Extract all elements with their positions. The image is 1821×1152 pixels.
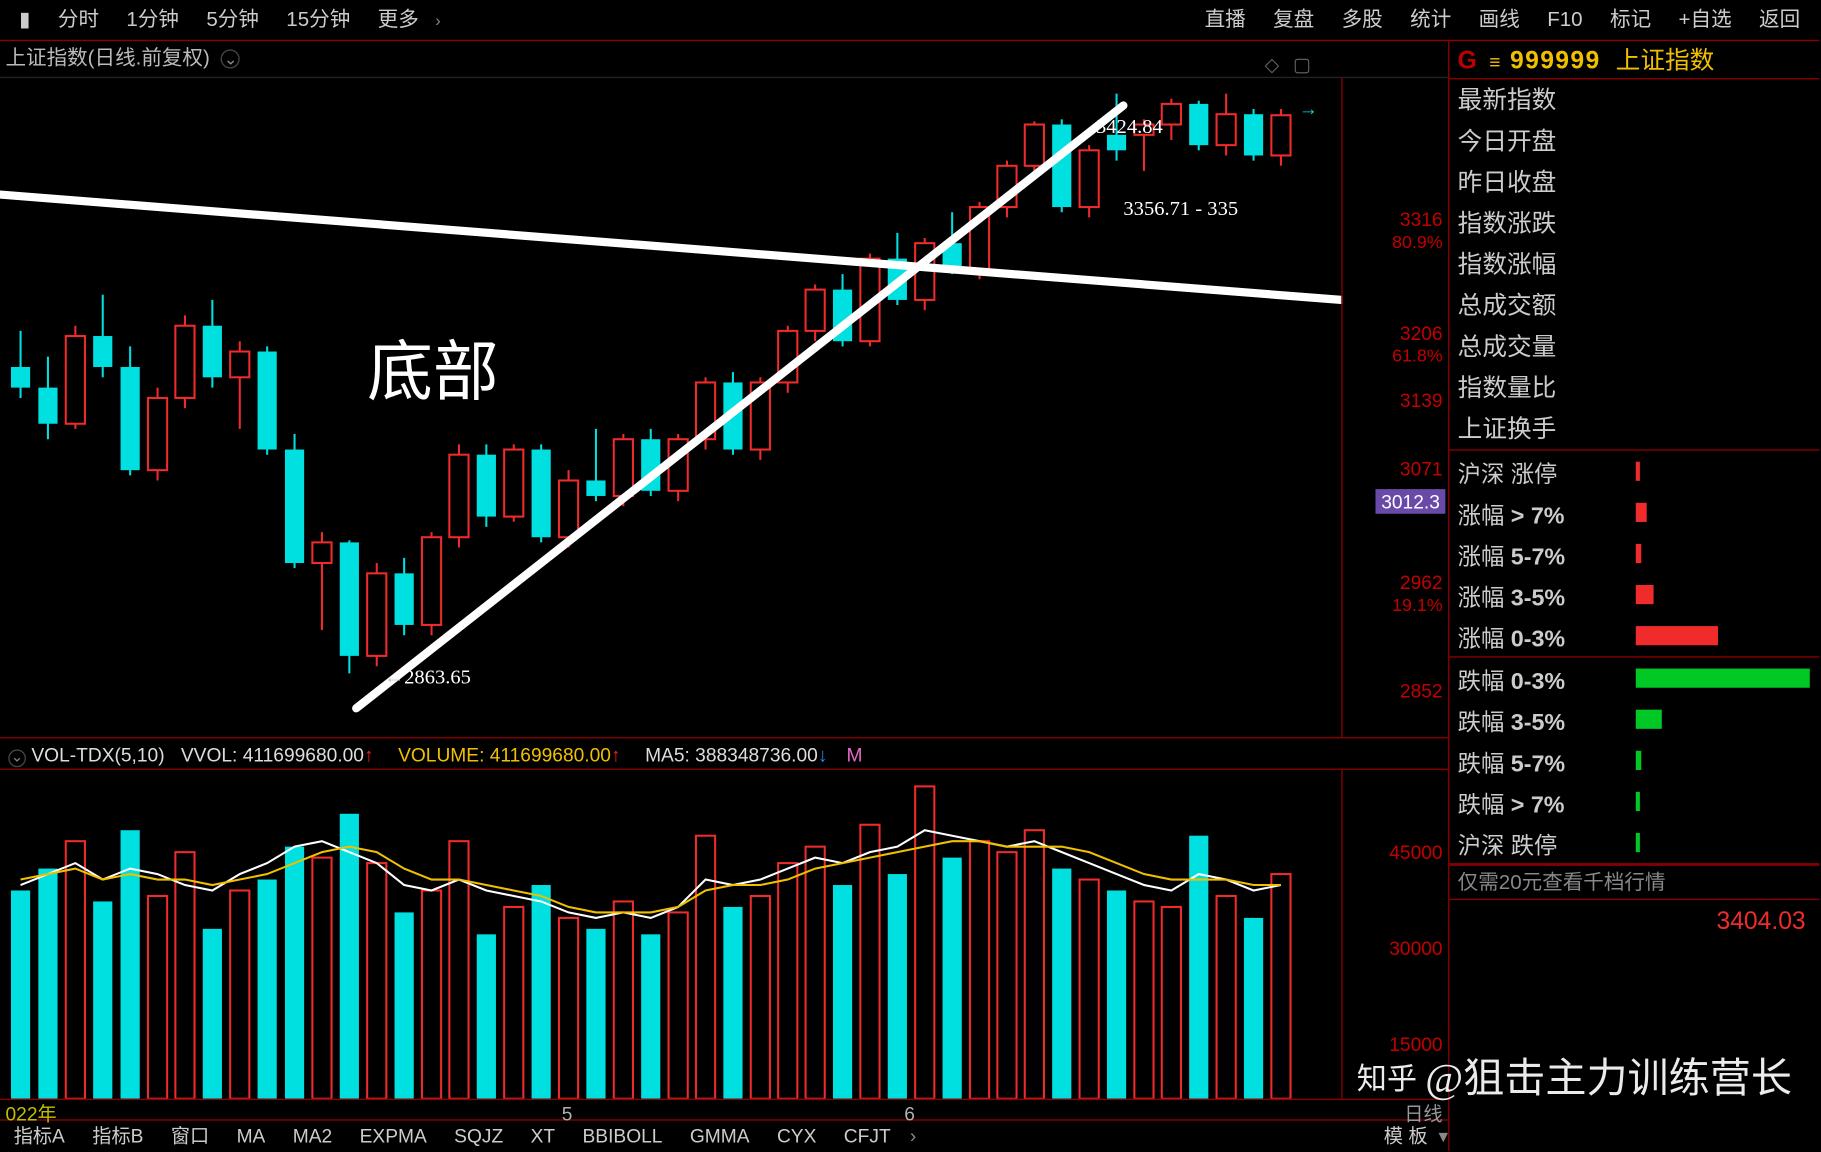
title-dropdown-icon[interactable]: ⌄ — [221, 49, 240, 68]
stock-info-list: 最新指数今日开盘昨日收盘指数涨跌指数涨幅总成交额总成交量指数量比上证换手 — [1449, 79, 1819, 450]
indicator-tab-1[interactable]: 指标B — [79, 1125, 158, 1147]
month-label-2: 6 — [904, 1100, 915, 1127]
indicator-tab-5[interactable]: EXPMA — [346, 1125, 441, 1147]
indicator-tab-7[interactable]: XT — [517, 1125, 569, 1147]
info-row-5: 总成交额 — [1449, 285, 1819, 326]
rp-up-row-2: 涨幅 5-7% — [1449, 533, 1819, 574]
price-tick: 331680.9% — [1392, 208, 1443, 252]
volume-y-axis: 45000 30000 15000 — [1341, 770, 1448, 1099]
candlestick-chart[interactable]: → 底部 3424.84 3356.71 - 335 ←2863.65 3316… — [0, 77, 1448, 737]
year-label: 022年 — [5, 1100, 56, 1127]
vol-label: VOL-TDX(5,10) — [31, 744, 164, 766]
vol-tick: 15000 — [1389, 1033, 1442, 1055]
price-tick: 296219.1% — [1392, 571, 1443, 615]
indicator-tab-2[interactable]: 窗口 — [157, 1125, 223, 1147]
timeframe-label: 日线 — [1404, 1100, 1442, 1127]
rp-dn-row-1: 跌幅 3-5% — [1449, 699, 1819, 740]
stock-name: 上证指数 — [1616, 47, 1715, 74]
rp-dn-row-3: 跌幅 > 7% — [1449, 781, 1819, 822]
tool-btn-1[interactable]: 复盘 — [1259, 8, 1328, 31]
price-tick: 320661.8% — [1392, 322, 1443, 366]
rp-dn-row-4: 沪深 跌停 — [1449, 822, 1819, 863]
info-row-2: 昨日收盘 — [1449, 162, 1819, 203]
info-panel: G ≡ 999999 上证指数 最新指数今日开盘昨日收盘指数涨跌指数涨幅总成交额… — [1449, 41, 1819, 1151]
chart-range-label: 3356.71 - 335 — [1123, 199, 1238, 222]
tool-btn-3[interactable]: 统计 — [1396, 8, 1465, 31]
vvol-value: VVOL: 411699680.00 — [181, 744, 364, 766]
month-label-1: 5 — [562, 1100, 573, 1127]
price-y-axis: 331680.9% 320661.8% 3139 3071 3012.3 296219.1… — [1341, 78, 1448, 737]
info-row-8: 上证换手 — [1449, 408, 1819, 449]
more-indicators-icon[interactable]: › — [904, 1125, 921, 1147]
tool-btn-5[interactable]: F10 — [1534, 8, 1597, 31]
g-badge: G — [1458, 47, 1477, 74]
svg-text:→: → — [1299, 99, 1318, 120]
vol-tick: 45000 — [1389, 841, 1442, 863]
tool-btn-4[interactable]: 画线 — [1465, 8, 1534, 31]
promo-text[interactable]: 仅需20元查看千档行情 — [1449, 864, 1819, 900]
tool-btn-6[interactable]: 标记 — [1596, 8, 1665, 31]
info-row-3: 指数涨跌 — [1449, 203, 1819, 244]
info-row-7: 指数量比 — [1449, 367, 1819, 408]
info-row-0: 最新指数 — [1449, 79, 1819, 120]
tool-btn-2[interactable]: 多股 — [1328, 8, 1397, 31]
indicator-tab-4[interactable]: MA2 — [279, 1125, 346, 1147]
diamond-icon[interactable]: ◇ — [1265, 53, 1280, 75]
chart-title-row: 上证指数(日线.前复权) ⌄ ◇ ▢ — [0, 41, 1448, 77]
m-label: M — [846, 744, 862, 766]
stock-code: 999999 — [1510, 47, 1601, 74]
vol-dropdown-icon[interactable]: ⌄ — [8, 749, 26, 767]
chart-top-value: 3424.84 — [1096, 116, 1163, 139]
current-price: 3404.03 — [1449, 900, 1819, 941]
stock-header: G ≡ 999999 上证指数 — [1449, 41, 1819, 79]
chart-low-label: ←2863.65 — [384, 667, 471, 690]
home-icon[interactable]: ▮ — [5, 2, 44, 38]
price-tick: 3071 — [1400, 458, 1443, 480]
tool-btn-8[interactable]: 返回 — [1745, 8, 1814, 31]
template-dropdown-icon[interactable]: ▾ — [1438, 1124, 1448, 1147]
gainers-list: 沪深 涨停涨幅 > 7%涨幅 5-7%涨幅 3-5%涨幅 0-3% — [1449, 451, 1819, 658]
indicator-tab-8[interactable]: BBIBOLL — [569, 1125, 676, 1147]
indicator-tab-9[interactable]: GMMA — [676, 1125, 763, 1147]
indicator-tab-0[interactable]: 指标A — [0, 1125, 79, 1147]
indicator-tab-10[interactable]: CYX — [763, 1125, 830, 1147]
timeframe-btn-3[interactable]: 15分钟 — [273, 8, 364, 31]
info-row-4: 指数涨幅 — [1449, 244, 1819, 285]
indicator-tab-6[interactable]: SQJZ — [440, 1125, 516, 1147]
rp-up-row-4: 涨幅 0-3% — [1449, 615, 1819, 656]
rp-up-row-1: 涨幅 > 7% — [1449, 492, 1819, 533]
volume-value: VOLUME: 411699680.00 — [398, 744, 611, 766]
bars-icon: ≡ — [1489, 51, 1500, 73]
price-tick: 2852 — [1400, 680, 1443, 702]
info-row-6: 总成交量 — [1449, 326, 1819, 367]
indicator-tab-3[interactable]: MA — [223, 1125, 279, 1147]
rp-dn-row-0: 跌幅 0-3% — [1449, 658, 1819, 699]
indicator-tabs: 指标A指标B窗口MAMA2EXPMASQJZXTBBIBOLLGMMACYXCF… — [0, 1121, 1448, 1151]
price-tick: 3012.3 — [1376, 489, 1446, 514]
timeframe-btn-1[interactable]: 1分钟 — [113, 8, 193, 31]
volume-info-row: ⌄ VOL-TDX(5,10) VVOL: 411699680.00↑ VOLU… — [0, 737, 1448, 770]
price-tick: 3139 — [1400, 389, 1443, 411]
timeframe-btn-2[interactable]: 5分钟 — [193, 8, 273, 31]
vol-tick: 30000 — [1389, 937, 1442, 959]
rp-dn-row-2: 跌幅 5-7% — [1449, 740, 1819, 781]
chart-annotation-label: 底部 — [367, 318, 499, 414]
ma5-value: MA5: 388348736.00 — [645, 744, 818, 766]
tool-btn-7[interactable]: +自选 — [1665, 8, 1746, 31]
rp-up-row-3: 涨幅 3-5% — [1449, 574, 1819, 615]
more-chevron-icon[interactable]: › — [435, 10, 440, 29]
date-axis: 022年 5 6 日线 — [0, 1099, 1448, 1121]
chart-panel: 上证指数(日线.前复权) ⌄ ◇ ▢ → 底部 3424.84 3356.71 … — [0, 41, 1449, 1151]
indicator-tab-11[interactable]: CFJT — [830, 1125, 904, 1147]
tool-btn-0[interactable]: 直播 — [1191, 8, 1260, 31]
info-row-1: 今日开盘 — [1449, 121, 1819, 162]
timeframe-btn-4[interactable]: 更多 — [364, 8, 433, 31]
losers-list: 跌幅 0-3%跌幅 3-5%跌幅 5-7%跌幅 > 7%沪深 跌停 — [1449, 658, 1819, 865]
timeframe-btn-0[interactable]: 分时 — [44, 8, 113, 31]
square-icon[interactable]: ▢ — [1293, 53, 1311, 75]
chart-title: 上证指数(日线.前复权) — [5, 47, 209, 70]
volume-chart[interactable]: 45000 30000 15000 — [0, 770, 1448, 1099]
rp-up-row-0: 沪深 涨停 — [1449, 451, 1819, 492]
top-toolbar: ▮ 分时1分钟5分钟15分钟更多 › 直播复盘多股统计画线F10标记+自选返回 — [0, 0, 1819, 41]
